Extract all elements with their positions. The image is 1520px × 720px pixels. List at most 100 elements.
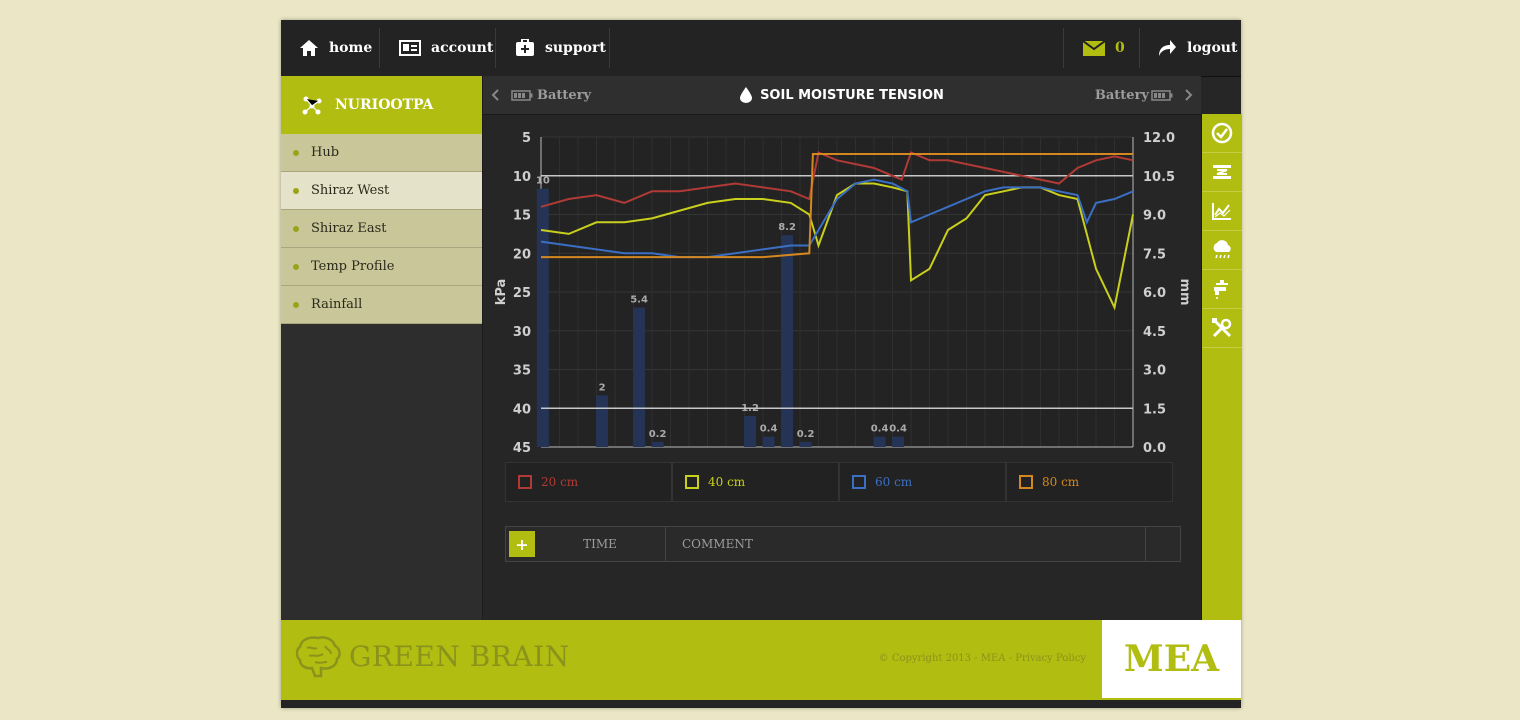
rainfall-bar-label: 8.2: [778, 222, 796, 233]
sidebar-item-rainfall[interactable]: Rainfall: [281, 286, 482, 324]
legend-item-20cm[interactable]: 20 cm: [505, 462, 672, 502]
nav-home-label: home: [329, 40, 373, 56]
sidebar-item-shiraz-east[interactable]: Shiraz East: [281, 210, 482, 248]
tools-icon: [1212, 318, 1232, 338]
rainfall-bar: [762, 436, 775, 447]
nav-account-label: account: [431, 40, 494, 56]
next-chart-link[interactable]: Battery: [1095, 76, 1193, 114]
add-comment-button[interactable]: +: [509, 531, 535, 557]
copyright-text[interactable]: © Copyright 2013 - MEA - Privacy Policy: [878, 653, 1086, 664]
top-nav: home account support 0 logout: [281, 20, 1241, 77]
series-line-80cm: [541, 153, 1133, 259]
y2-tick-label: 6.0: [1143, 286, 1166, 301]
app-window: home account support 0 logout NURIOOTPA …: [281, 20, 1242, 708]
sidebar: NURIOOTPA Hub Shiraz West Shiraz East Te…: [281, 76, 483, 620]
toolbar-settings-button[interactable]: [1202, 309, 1242, 348]
rainfall-bar: [892, 436, 905, 447]
legend-item-60cm[interactable]: 60 cm: [839, 462, 1006, 502]
rainfall-bar-label: 0.2: [649, 429, 667, 440]
toolbar-irrigation-button[interactable]: [1202, 270, 1242, 309]
chart-header: SOIL MOISTURE TENSION Battery Battery: [483, 76, 1201, 115]
y-tick-label: 15: [513, 209, 531, 224]
toolbar-soil-moisture-button[interactable]: [1202, 153, 1242, 192]
y-tick-label: 5: [522, 131, 531, 146]
y-tick-label: 45: [513, 441, 531, 456]
rainfall-bar: [536, 188, 549, 447]
rainfall-bar-label: 0.4: [760, 424, 778, 435]
brain-icon: [295, 636, 341, 678]
legend-label: 40 cm: [708, 475, 746, 489]
toolbar-chart-button[interactable]: [1202, 192, 1242, 231]
rainfall-bar-label: 10: [536, 176, 550, 187]
sidebar-item-label: Shiraz West: [311, 183, 390, 198]
messages-count: 0: [1115, 40, 1125, 56]
chart-legend: 20 cm 40 cm 60 cm 80 cm: [505, 462, 1173, 502]
soil-moisture-chart[interactable]: 5 12.0 10 10.5 15 9.0 20 7.5 25 6.0 30 4.5 35 3.0 40 1.…: [483, 115, 1201, 495]
legend-label: 60 cm: [875, 475, 913, 489]
comment-column-header: COMMENT: [666, 527, 1146, 561]
rainfall-bar-label: 0.2: [797, 429, 815, 440]
main-panel: SOIL MOISTURE TENSION Battery Battery 5 1…: [483, 76, 1201, 620]
y2-tick-label: 4.5: [1143, 325, 1166, 340]
soil-layers-icon: [1213, 165, 1231, 179]
sidebar-item-temp-profile[interactable]: Temp Profile: [281, 248, 482, 286]
toolbar-rainfall-button[interactable]: [1202, 231, 1242, 270]
water-drop-icon: [740, 87, 753, 103]
footer: GREEN BRAIN © Copyright 2013 - MEA - Pri…: [281, 620, 1241, 700]
nav-logout[interactable]: logout: [1157, 20, 1237, 76]
rainfall-bar: [744, 416, 757, 447]
y2-axis-label: mm: [1177, 278, 1192, 305]
prev-chart-label: Battery: [537, 87, 592, 103]
series-line-20cm: [540, 151, 1134, 208]
chart-title-text: SOIL MOISTURE TENSION: [760, 87, 944, 103]
prev-chart-link[interactable]: Battery: [491, 76, 591, 114]
y2-tick-label: 1.5: [1143, 402, 1166, 417]
right-toolbar: [1201, 114, 1242, 620]
nav-logout-label: logout: [1187, 40, 1238, 56]
legend-label: 80 cm: [1042, 475, 1080, 489]
sidebar-item-shiraz-west[interactable]: Shiraz West: [281, 172, 482, 210]
legend-item-80cm[interactable]: 80 cm: [1006, 462, 1173, 502]
nav-support[interactable]: support: [515, 20, 606, 76]
station-header[interactable]: NURIOOTPA: [281, 76, 482, 134]
sidebar-item-label: Rainfall: [311, 297, 363, 312]
y-tick-label: 40: [513, 402, 531, 417]
sidebar-item-label: Hub: [311, 145, 340, 160]
mea-logo[interactable]: MEA: [1102, 620, 1241, 698]
sidebar-item-label: Temp Profile: [311, 259, 395, 274]
sidebar-item-label: Shiraz East: [311, 221, 387, 236]
y-tick-label: 25: [513, 286, 531, 301]
toolbar-dashboard-button[interactable]: [1202, 114, 1242, 153]
line-chart-icon: [1212, 203, 1231, 220]
id-card-icon: [399, 40, 421, 56]
rainfall-bar: [799, 441, 812, 447]
rainfall-bar: [651, 441, 664, 447]
battery-icon: [1151, 89, 1173, 101]
gauge-icon: [1211, 122, 1233, 144]
next-chart-label: Battery: [1094, 87, 1149, 103]
mea-logo-text: MEA: [1123, 638, 1220, 680]
sidebar-item-hub[interactable]: Hub: [281, 134, 482, 172]
y-tick-label: 10: [513, 170, 531, 185]
nav-home[interactable]: home: [299, 20, 372, 76]
y-tick-label: 35: [513, 364, 531, 379]
logout-arrow-icon: [1159, 40, 1176, 56]
green-brain-logo[interactable]: GREEN BRAIN: [295, 634, 570, 678]
battery-icon: [511, 89, 533, 101]
nav-messages[interactable]: 0: [1083, 20, 1125, 76]
chevron-left-icon: [491, 89, 499, 101]
time-column-header: TIME: [535, 527, 666, 561]
mail-icon: [1083, 40, 1105, 56]
network-icon: [302, 96, 322, 115]
rainfall-bar: [596, 395, 609, 447]
y2-tick-label: 0.0: [1143, 441, 1166, 456]
rainfall-bar-label: 0.4: [871, 424, 889, 435]
rainfall-bar: [873, 436, 886, 447]
y-tick-label: 20: [513, 247, 531, 262]
legend-item-40cm[interactable]: 40 cm: [672, 462, 839, 502]
y2-tick-label: 10.5: [1143, 170, 1175, 185]
nav-account[interactable]: account: [399, 20, 493, 76]
station-name: NURIOOTPA: [335, 97, 434, 113]
rainfall-bar: [633, 307, 646, 447]
nav-support-label: support: [545, 40, 606, 56]
